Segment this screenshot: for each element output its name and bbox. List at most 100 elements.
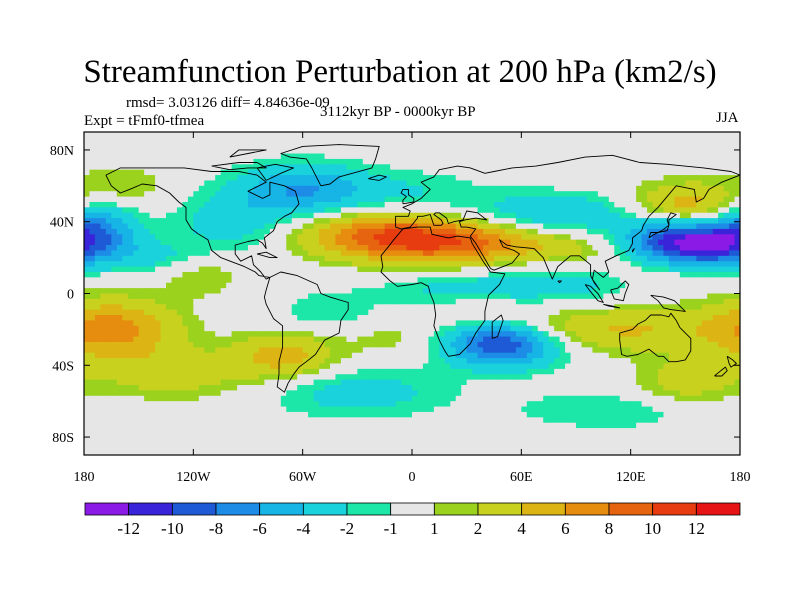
- field-cell: [412, 261, 419, 268]
- field-cell: [335, 282, 342, 289]
- field-cell: [204, 185, 211, 192]
- field-cell: [275, 234, 282, 241]
- field-cell: [494, 293, 501, 300]
- field-cell: [286, 331, 293, 338]
- field-cell: [297, 277, 304, 284]
- field-cell: [406, 185, 413, 192]
- field-cell: [433, 148, 440, 155]
- field-cell: [477, 158, 484, 165]
- field-cell: [133, 320, 140, 327]
- field-cell: [297, 304, 304, 311]
- field-cell: [84, 261, 91, 268]
- field-cell: [406, 191, 413, 198]
- field-cell: [679, 132, 686, 138]
- field-cell: [84, 293, 91, 300]
- field-cell: [685, 223, 692, 230]
- field-cell: [264, 352, 271, 359]
- field-cell: [187, 250, 194, 257]
- field-cell: [286, 288, 293, 295]
- field-cell: [182, 212, 189, 219]
- field-cell: [193, 234, 200, 241]
- field-cell: [521, 347, 528, 354]
- field-cell: [84, 191, 91, 198]
- field-cell: [248, 282, 255, 289]
- field-cell: [138, 298, 145, 305]
- field-cell: [346, 315, 353, 322]
- field-cell: [652, 180, 659, 187]
- field-cell: [663, 277, 670, 284]
- field-cell: [182, 228, 189, 235]
- field-cell: [308, 223, 315, 230]
- field-cell: [723, 207, 730, 214]
- field-cell: [504, 223, 511, 230]
- field-cell: [581, 212, 588, 219]
- field-cell: [707, 282, 714, 289]
- field-cell: [406, 293, 413, 300]
- field-cell: [362, 218, 369, 225]
- field-cell: [401, 266, 408, 273]
- field-cell: [499, 223, 506, 230]
- field-cell: [122, 250, 129, 257]
- field-cell: [384, 153, 391, 160]
- field-cell: [597, 309, 604, 316]
- field-cell: [674, 228, 681, 235]
- field-cell: [209, 352, 216, 359]
- field-cell: [193, 142, 200, 149]
- field-cell: [248, 309, 255, 316]
- field-cell: [734, 132, 740, 138]
- field-cell: [674, 315, 681, 322]
- field-cell: [357, 207, 364, 214]
- field-cell: [155, 191, 162, 198]
- field-cell: [171, 164, 178, 171]
- field-cell: [220, 239, 227, 246]
- field-cell: [401, 341, 408, 348]
- field-cell: [630, 196, 637, 203]
- field-cell: [433, 207, 440, 214]
- field-cell: [264, 175, 271, 182]
- field-cell: [559, 180, 566, 187]
- field-cell: [417, 245, 424, 252]
- field-cell: [494, 245, 501, 252]
- field-cell: [444, 212, 451, 219]
- field-cell: [521, 212, 528, 219]
- field-cell: [357, 320, 364, 327]
- field-cell: [324, 298, 331, 305]
- field-cell: [220, 196, 227, 203]
- field-cell: [625, 191, 632, 198]
- field-cell: [193, 223, 200, 230]
- field-cell: [248, 271, 255, 278]
- field-cell: [187, 153, 194, 160]
- field-cell: [144, 325, 151, 332]
- field-cell: [565, 320, 572, 327]
- field-cell: [269, 298, 276, 305]
- field-cell: [608, 212, 615, 219]
- field-cell: [548, 234, 555, 241]
- field-cell: [220, 212, 227, 219]
- field-cell: [417, 239, 424, 246]
- field-cell: [406, 234, 413, 241]
- field-cell: [171, 347, 178, 354]
- field-cell: [679, 223, 686, 230]
- field-cell: [155, 201, 162, 208]
- field-cell: [346, 271, 353, 278]
- field-cell: [291, 137, 298, 144]
- field-cell: [483, 196, 490, 203]
- field-cell: [658, 218, 665, 225]
- field-cell: [302, 352, 309, 359]
- field-cell: [242, 266, 249, 273]
- field-cell: [499, 207, 506, 214]
- field-cell: [122, 341, 129, 348]
- field-cell: [461, 142, 468, 149]
- field-cell: [209, 185, 216, 192]
- field-cell: [658, 175, 665, 182]
- field-cell: [100, 261, 107, 268]
- field-cell: [625, 288, 632, 295]
- field-cell: [204, 325, 211, 332]
- field-cell: [477, 261, 484, 268]
- field-cell: [264, 336, 271, 343]
- field-cell: [335, 153, 342, 160]
- field-cell: [433, 288, 440, 295]
- field-cell: [614, 158, 621, 165]
- field-cell: [417, 271, 424, 278]
- field-cell: [701, 158, 708, 165]
